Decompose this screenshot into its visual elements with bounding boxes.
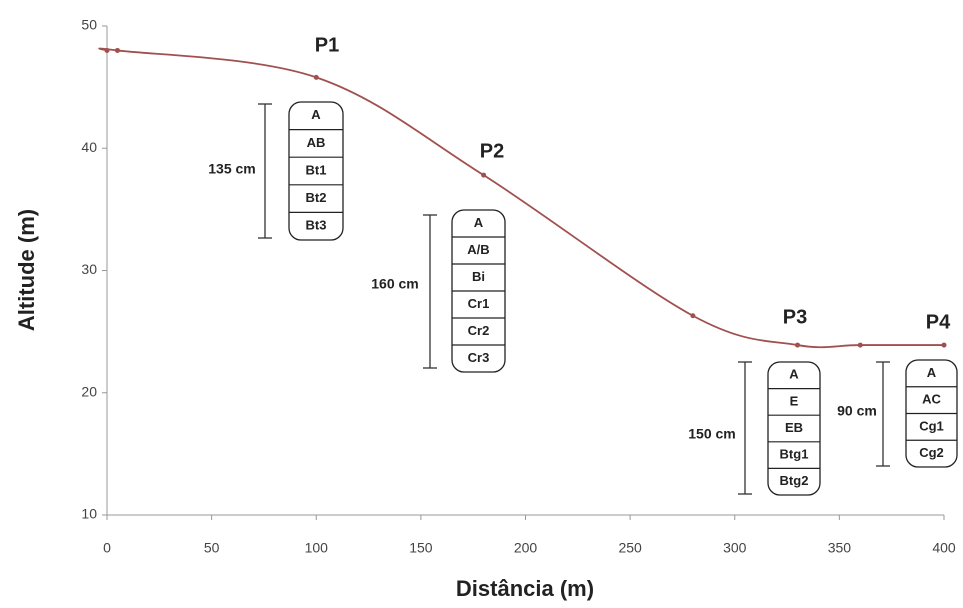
point <box>104 47 110 53</box>
horizon-label: Cg2 <box>919 445 944 460</box>
y-tick-label: 10 <box>81 506 97 522</box>
point <box>313 74 319 80</box>
profile-label: P2 <box>480 140 504 162</box>
horizon-label: Bt1 <box>306 162 327 177</box>
horizon-label: A <box>927 365 937 380</box>
profile-box <box>288 101 344 241</box>
horizon-label: Bt3 <box>306 218 327 233</box>
x-tick-label: 150 <box>409 540 433 556</box>
x-axis-title: Distância (m) <box>456 576 594 601</box>
depth-label: 150 cm <box>688 426 735 442</box>
y-tick-label: 30 <box>81 261 97 277</box>
horizon-label: Cr2 <box>468 323 490 338</box>
profile-label: P1 <box>315 34 339 56</box>
horizon-label: Cr1 <box>468 296 490 311</box>
x-tick-label: 250 <box>618 540 642 556</box>
y-tick-label: 40 <box>81 139 97 155</box>
point <box>941 342 947 348</box>
horizon-label: Cg1 <box>919 418 944 433</box>
horizon-label: E <box>790 393 799 408</box>
horizon-label: A <box>311 107 321 122</box>
depth-label: 90 cm <box>837 403 877 419</box>
x-tick-label: 0 <box>103 540 111 556</box>
point <box>690 313 696 319</box>
horizon-label: Bi <box>472 269 485 284</box>
x-tick-label: 50 <box>204 540 220 556</box>
depth-label: 135 cm <box>208 161 255 177</box>
depth-label: 160 cm <box>371 276 418 292</box>
x-tick-label: 300 <box>723 540 747 556</box>
x-tick-label: 350 <box>828 540 852 556</box>
point <box>114 47 120 53</box>
horizon-label: Btg1 <box>780 447 809 462</box>
profile-box <box>767 361 821 496</box>
horizon-label: AC <box>922 392 941 407</box>
point <box>857 342 863 348</box>
x-tick-label: 400 <box>932 540 956 556</box>
profile-label: P4 <box>926 311 951 333</box>
horizon-label: Cr3 <box>468 350 490 365</box>
horizon-label: A/B <box>467 242 489 257</box>
horizon-label: EB <box>785 420 803 435</box>
horizon-label: Btg2 <box>780 473 809 488</box>
point <box>481 172 487 178</box>
horizon-label: AB <box>307 135 326 150</box>
profile-label: P3 <box>783 306 807 328</box>
y-axis-title: Altitude (m) <box>14 209 39 331</box>
point <box>795 342 801 348</box>
y-tick-label: 20 <box>81 383 97 399</box>
x-tick-label: 200 <box>514 540 538 556</box>
horizon-label: A <box>474 215 484 230</box>
x-tick-label: 100 <box>305 540 329 556</box>
horizon-label: Bt2 <box>306 190 327 205</box>
horizon-label: A <box>789 367 799 382</box>
y-tick-label: 50 <box>81 17 97 33</box>
line <box>98 47 944 349</box>
